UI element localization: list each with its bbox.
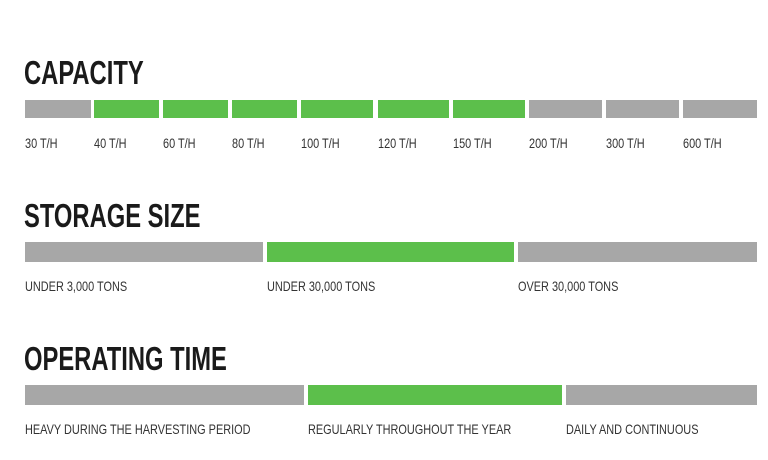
segment-label: 150 T/H — [453, 135, 492, 151]
bar-segment — [529, 100, 602, 118]
bar-segment — [683, 100, 757, 118]
segment-label: DAILY AND CONTINUOUS — [566, 421, 699, 437]
segment-label: 200 T/H — [529, 135, 568, 151]
segment-label: OVER 30,000 TONS — [518, 278, 619, 294]
segment-label: 120 T/H — [378, 135, 417, 151]
segment-label: UNDER 3,000 TONS — [25, 278, 128, 294]
bar-segment — [163, 100, 228, 118]
bar-segment — [301, 100, 373, 118]
segment-label: 300 T/H — [606, 135, 645, 151]
bar-segment — [267, 242, 514, 262]
bar-segment — [25, 242, 263, 262]
segment-label: 40 T/H — [94, 135, 127, 151]
segment-label: 100 T/H — [301, 135, 340, 151]
segment-label: UNDER 30,000 TONS — [267, 278, 376, 294]
bar-segment — [94, 100, 159, 118]
bar-segment — [25, 100, 91, 118]
section-title: OPERATING TIME — [24, 340, 227, 377]
section-title: STORAGE SIZE — [24, 197, 201, 234]
bar-segment — [453, 100, 525, 118]
bar-segment — [25, 385, 304, 405]
segment-label: 30 T/H — [25, 135, 58, 151]
bar-segment — [378, 100, 449, 118]
bar-segment — [518, 242, 757, 262]
segment-label: REGULARLY THROUGHOUT THE YEAR — [308, 421, 512, 437]
bar-segment — [566, 385, 757, 405]
segment-label: HEAVY DURING THE HARVESTING PERIOD — [25, 421, 251, 437]
bar-segment — [232, 100, 297, 118]
section-title: CAPACITY — [24, 54, 144, 91]
bar-segment — [606, 100, 679, 118]
segment-label: 60 T/H — [163, 135, 196, 151]
bar-segment — [308, 385, 562, 405]
segment-label: 80 T/H — [232, 135, 265, 151]
segment-label: 600 T/H — [683, 135, 722, 151]
